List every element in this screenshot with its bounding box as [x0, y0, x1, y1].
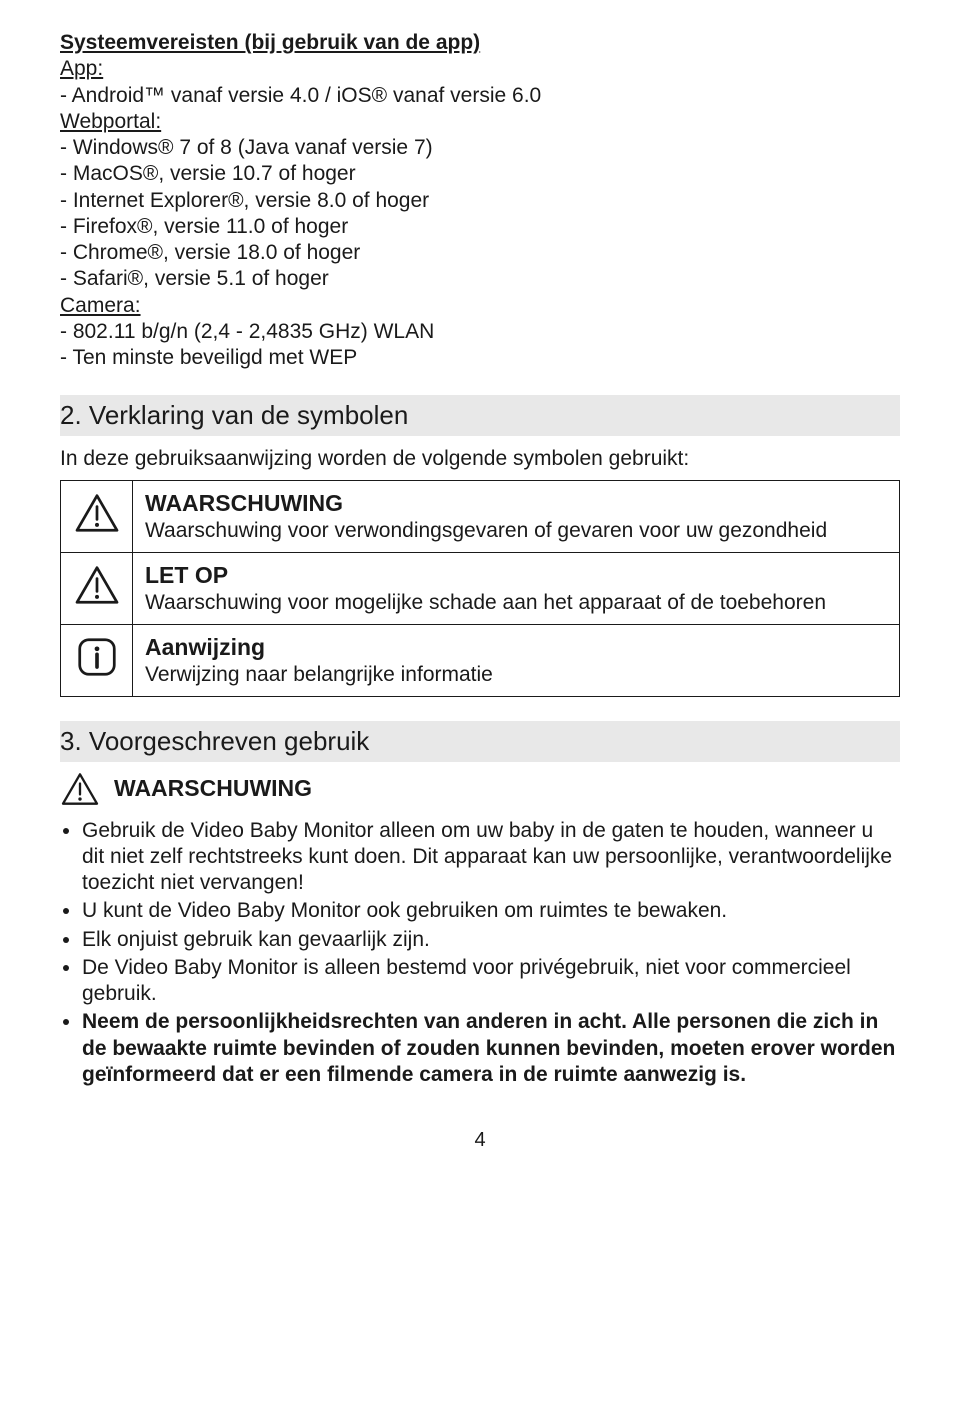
- usage-list: Gebruik de Video Baby Monitor alleen om …: [60, 818, 900, 1089]
- symbol-title: Aanwijzing: [145, 633, 887, 662]
- section2-lead: In deze gebruiksaanwijzing worden de vol…: [60, 446, 900, 472]
- sysreq-heading: Systeemvereisten (bij gebruik van de app…: [60, 30, 900, 56]
- web-line: - Chrome®, versie 18.0 of hoger: [60, 240, 900, 266]
- app-label: App:: [60, 56, 900, 82]
- symbol-title: LET OP: [145, 561, 887, 590]
- list-item-bold: Neem de persoonlijkheidsrechten van ande…: [82, 1009, 900, 1088]
- web-line: - Firefox®, versie 11.0 of hoger: [60, 214, 900, 240]
- table-row: WAARSCHUWING Waarschuwing voor verwondin…: [61, 481, 900, 553]
- info-icon: [77, 637, 117, 677]
- symbol-desc-cell: WAARSCHUWING Waarschuwing voor verwondin…: [133, 481, 900, 553]
- list-item: Elk onjuist gebruik kan gevaarlijk zijn.: [82, 927, 900, 953]
- table-row: LET OP Waarschuwing voor mogelijke schad…: [61, 553, 900, 625]
- section2-heading: 2. Verklaring van de symbolen: [60, 395, 900, 436]
- table-row: Aanwijzing Verwijzing naar belangrijke i…: [61, 625, 900, 697]
- warning-label: WAARSCHUWING: [114, 774, 312, 803]
- cam-line: - Ten minste beveiligd met WEP: [60, 345, 900, 371]
- section3-heading: 3. Voorgeschreven gebruik: [60, 721, 900, 762]
- warning-triangle-icon: [74, 493, 120, 533]
- symbol-desc-cell: LET OP Waarschuwing voor mogelijke schad…: [133, 553, 900, 625]
- cam-line: - 802.11 b/g/n (2,4 - 2,4835 GHz) WLAN: [60, 319, 900, 345]
- web-line: - Internet Explorer®, versie 8.0 of hoge…: [60, 188, 900, 214]
- symbol-title: WAARSCHUWING: [145, 489, 887, 518]
- web-line: - Windows® 7 of 8 (Java vanaf versie 7): [60, 135, 900, 161]
- warning-triangle-icon: [60, 772, 100, 806]
- system-requirements: Systeemvereisten (bij gebruik van de app…: [60, 30, 900, 371]
- list-item: U kunt de Video Baby Monitor ook gebruik…: [82, 898, 900, 924]
- warning-icon-cell: [61, 481, 133, 553]
- symbol-desc: Verwijzing naar belangrijke informatie: [145, 662, 887, 688]
- list-item: Gebruik de Video Baby Monitor alleen om …: [82, 818, 900, 897]
- warning-triangle-icon: [74, 565, 120, 605]
- symbol-desc: Waarschuwing voor verwondingsgevaren of …: [145, 518, 887, 544]
- info-icon-cell: [61, 625, 133, 697]
- camera-label: Camera:: [60, 293, 900, 319]
- caution-icon-cell: [61, 553, 133, 625]
- web-line: - Safari®, versie 5.1 of hoger: [60, 266, 900, 292]
- webportal-label: Webportal:: [60, 109, 900, 135]
- app-line: - Android™ vanaf versie 4.0 / iOS® vanaf…: [60, 83, 900, 109]
- page-number: 4: [60, 1128, 900, 1153]
- web-line: - MacOS®, versie 10.7 of hoger: [60, 161, 900, 187]
- symbol-desc-cell: Aanwijzing Verwijzing naar belangrijke i…: [133, 625, 900, 697]
- symbol-table: WAARSCHUWING Waarschuwing voor verwondin…: [60, 480, 900, 697]
- symbol-desc: Waarschuwing voor mogelijke schade aan h…: [145, 590, 887, 616]
- warning-inline: WAARSCHUWING: [60, 772, 900, 806]
- list-item: De Video Baby Monitor is alleen bestemd …: [82, 955, 900, 1008]
